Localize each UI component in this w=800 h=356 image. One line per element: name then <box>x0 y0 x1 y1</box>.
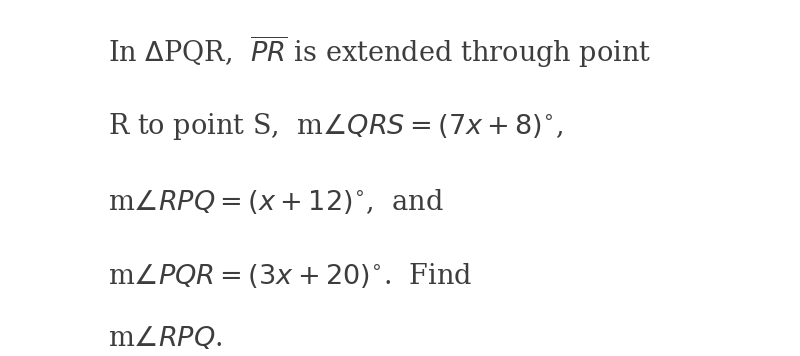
Text: R to point S,  m$\angle \mathit{QRS} = (7x + 8)^{\circ}$,: R to point S, m$\angle \mathit{QRS} = (7… <box>108 111 563 142</box>
Text: In $\Delta$PQR,  $\overline{\mathit{PR}}$ is extended through point: In $\Delta$PQR, $\overline{\mathit{PR}}$… <box>108 33 651 70</box>
Text: m$\angle \mathit{RPQ}$.: m$\angle \mathit{RPQ}$. <box>108 325 222 352</box>
Text: m$\angle \mathit{RPQ} = (x + 12)^{\circ}$,  and: m$\angle \mathit{RPQ} = (x + 12)^{\circ}… <box>108 187 444 216</box>
Text: m$\angle \mathit{PQR} = (3x + 20)^{\circ}$.  Find: m$\angle \mathit{PQR} = (3x + 20)^{\circ… <box>108 261 473 290</box>
